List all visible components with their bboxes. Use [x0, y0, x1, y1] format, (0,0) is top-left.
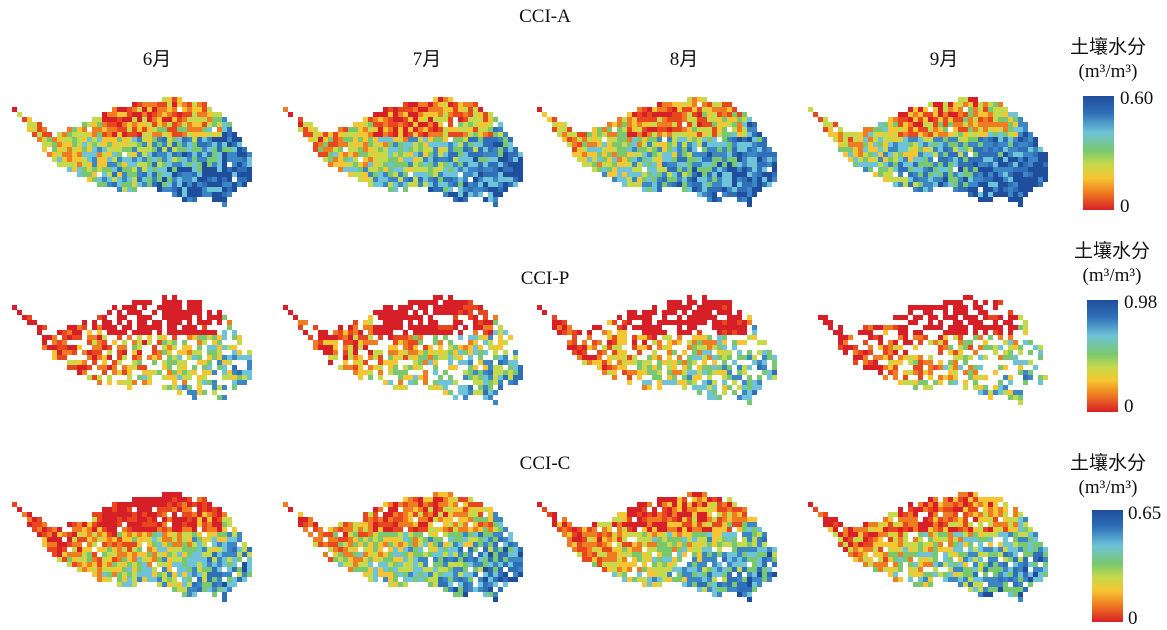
colorbar-min-cci-a: 0	[1120, 196, 1130, 217]
colorbar-cci-p	[1087, 300, 1118, 412]
soil-moisture-map-cci-c-9	[808, 492, 1048, 602]
legend-title-cci-p: 土壤水分 (m³/m³)	[1062, 240, 1162, 288]
month-label-jul: 7月	[412, 49, 442, 70]
legend-title-cci-c: 土壤水分 (m³/m³)	[1058, 452, 1158, 500]
soil-moisture-map-cci-c-7	[283, 492, 523, 602]
colorbar-min-cci-p: 0	[1124, 396, 1134, 417]
soil-moisture-map-cci-a-9	[808, 97, 1048, 207]
month-label-aug: 8月	[669, 49, 699, 70]
legend-unit-cci-a: (m³/m³)	[1078, 61, 1138, 82]
soil-moisture-map-cci-a-6	[12, 97, 252, 207]
colorbar-cci-a	[1083, 96, 1114, 210]
soil-moisture-map-cci-p-7	[283, 295, 523, 405]
soil-moisture-map-cci-p-8	[537, 295, 777, 405]
row-title-cci-p: CCI-P	[520, 268, 570, 289]
colorbar-max-cci-c: 0.65	[1128, 503, 1162, 524]
colorbar-cci-c	[1092, 510, 1123, 622]
soil-moisture-map-cci-a-7	[283, 97, 523, 207]
legend-unit-cci-p: (m³/m³)	[1082, 265, 1142, 286]
legend-title-cci-a: 土壤水分 (m³/m³)	[1058, 36, 1158, 84]
soil-moisture-map-cci-p-9	[818, 295, 1048, 405]
legend-label-cci-a: 土壤水分	[1069, 37, 1146, 58]
soil-moisture-map-cci-a-8	[537, 97, 777, 207]
soil-moisture-map-cci-c-6	[12, 492, 252, 602]
legend-label-cci-c: 土壤水分	[1069, 453, 1146, 474]
colorbar-max-cci-p: 0.98	[1124, 292, 1158, 313]
legend-unit-cci-c: (m³/m³)	[1078, 477, 1138, 498]
soil-moisture-map-cci-p-6	[12, 295, 252, 400]
colorbar-min-cci-c: 0	[1128, 608, 1138, 629]
month-label-jun: 6月	[142, 49, 172, 70]
soil-moisture-map-cci-c-8	[537, 492, 777, 602]
row-title-cci-c: CCI-C	[519, 453, 571, 474]
month-label-sep: 9月	[929, 49, 959, 70]
legend-label-cci-p: 土壤水分	[1073, 241, 1150, 262]
row-title-cci-a: CCI-A	[519, 6, 571, 27]
colorbar-max-cci-a: 0.60	[1120, 88, 1154, 109]
